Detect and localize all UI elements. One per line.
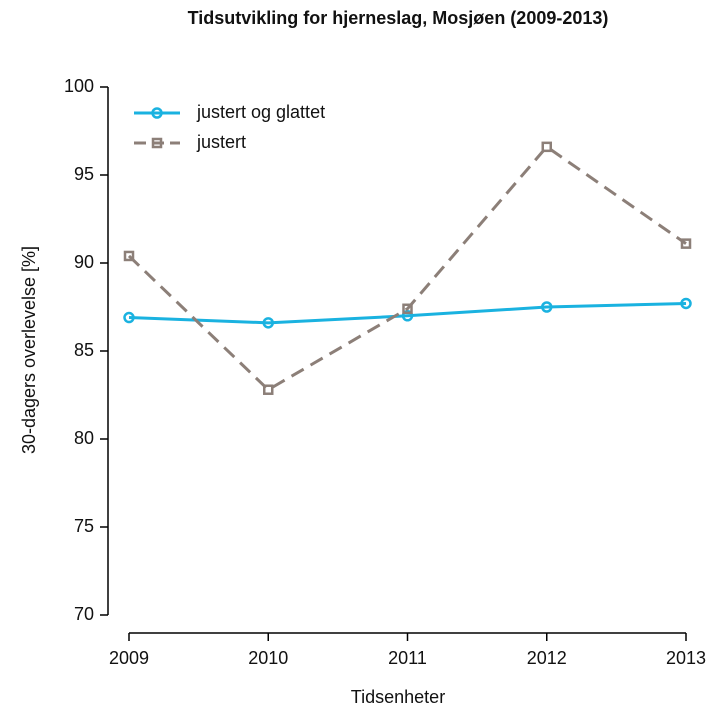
series-line: [127, 144, 687, 392]
x-tick-label: 2011: [388, 648, 427, 668]
legend-marker: [151, 137, 163, 149]
point: [263, 384, 274, 395]
y-tick-label: 85: [74, 340, 94, 360]
series-line: [128, 301, 687, 325]
y-tick-label: 80: [74, 428, 94, 448]
x-tick-label: 2013: [666, 648, 706, 668]
x-axis-label: Tidsenheter: [351, 687, 445, 707]
point: [680, 238, 692, 249]
point: [402, 303, 413, 315]
point: [123, 311, 135, 324]
point: [262, 317, 274, 329]
y-axis-label: 30-dagers overlevelse [%]: [19, 246, 39, 454]
y-tick-label: 90: [74, 252, 94, 272]
legend-label: justert: [196, 132, 246, 152]
y-tick-label: 70: [74, 604, 94, 624]
point: [541, 141, 552, 153]
legend-marker: [151, 107, 163, 119]
point: [123, 250, 135, 262]
x-tick-label: 2010: [248, 648, 288, 668]
chart-title: Tidsutvikling for hjerneslag, Mosjøen (2…: [188, 8, 609, 28]
y-tick-label: 95: [74, 164, 94, 184]
x-tick-label: 2012: [527, 648, 567, 668]
y-tick-label: 100: [64, 76, 94, 96]
legend-label: justert og glattet: [196, 102, 325, 122]
x-tick-label: 2009: [109, 648, 149, 668]
y-tick-label: 75: [74, 516, 94, 536]
point: [401, 310, 414, 322]
point: [680, 297, 692, 310]
point: [541, 301, 553, 313]
